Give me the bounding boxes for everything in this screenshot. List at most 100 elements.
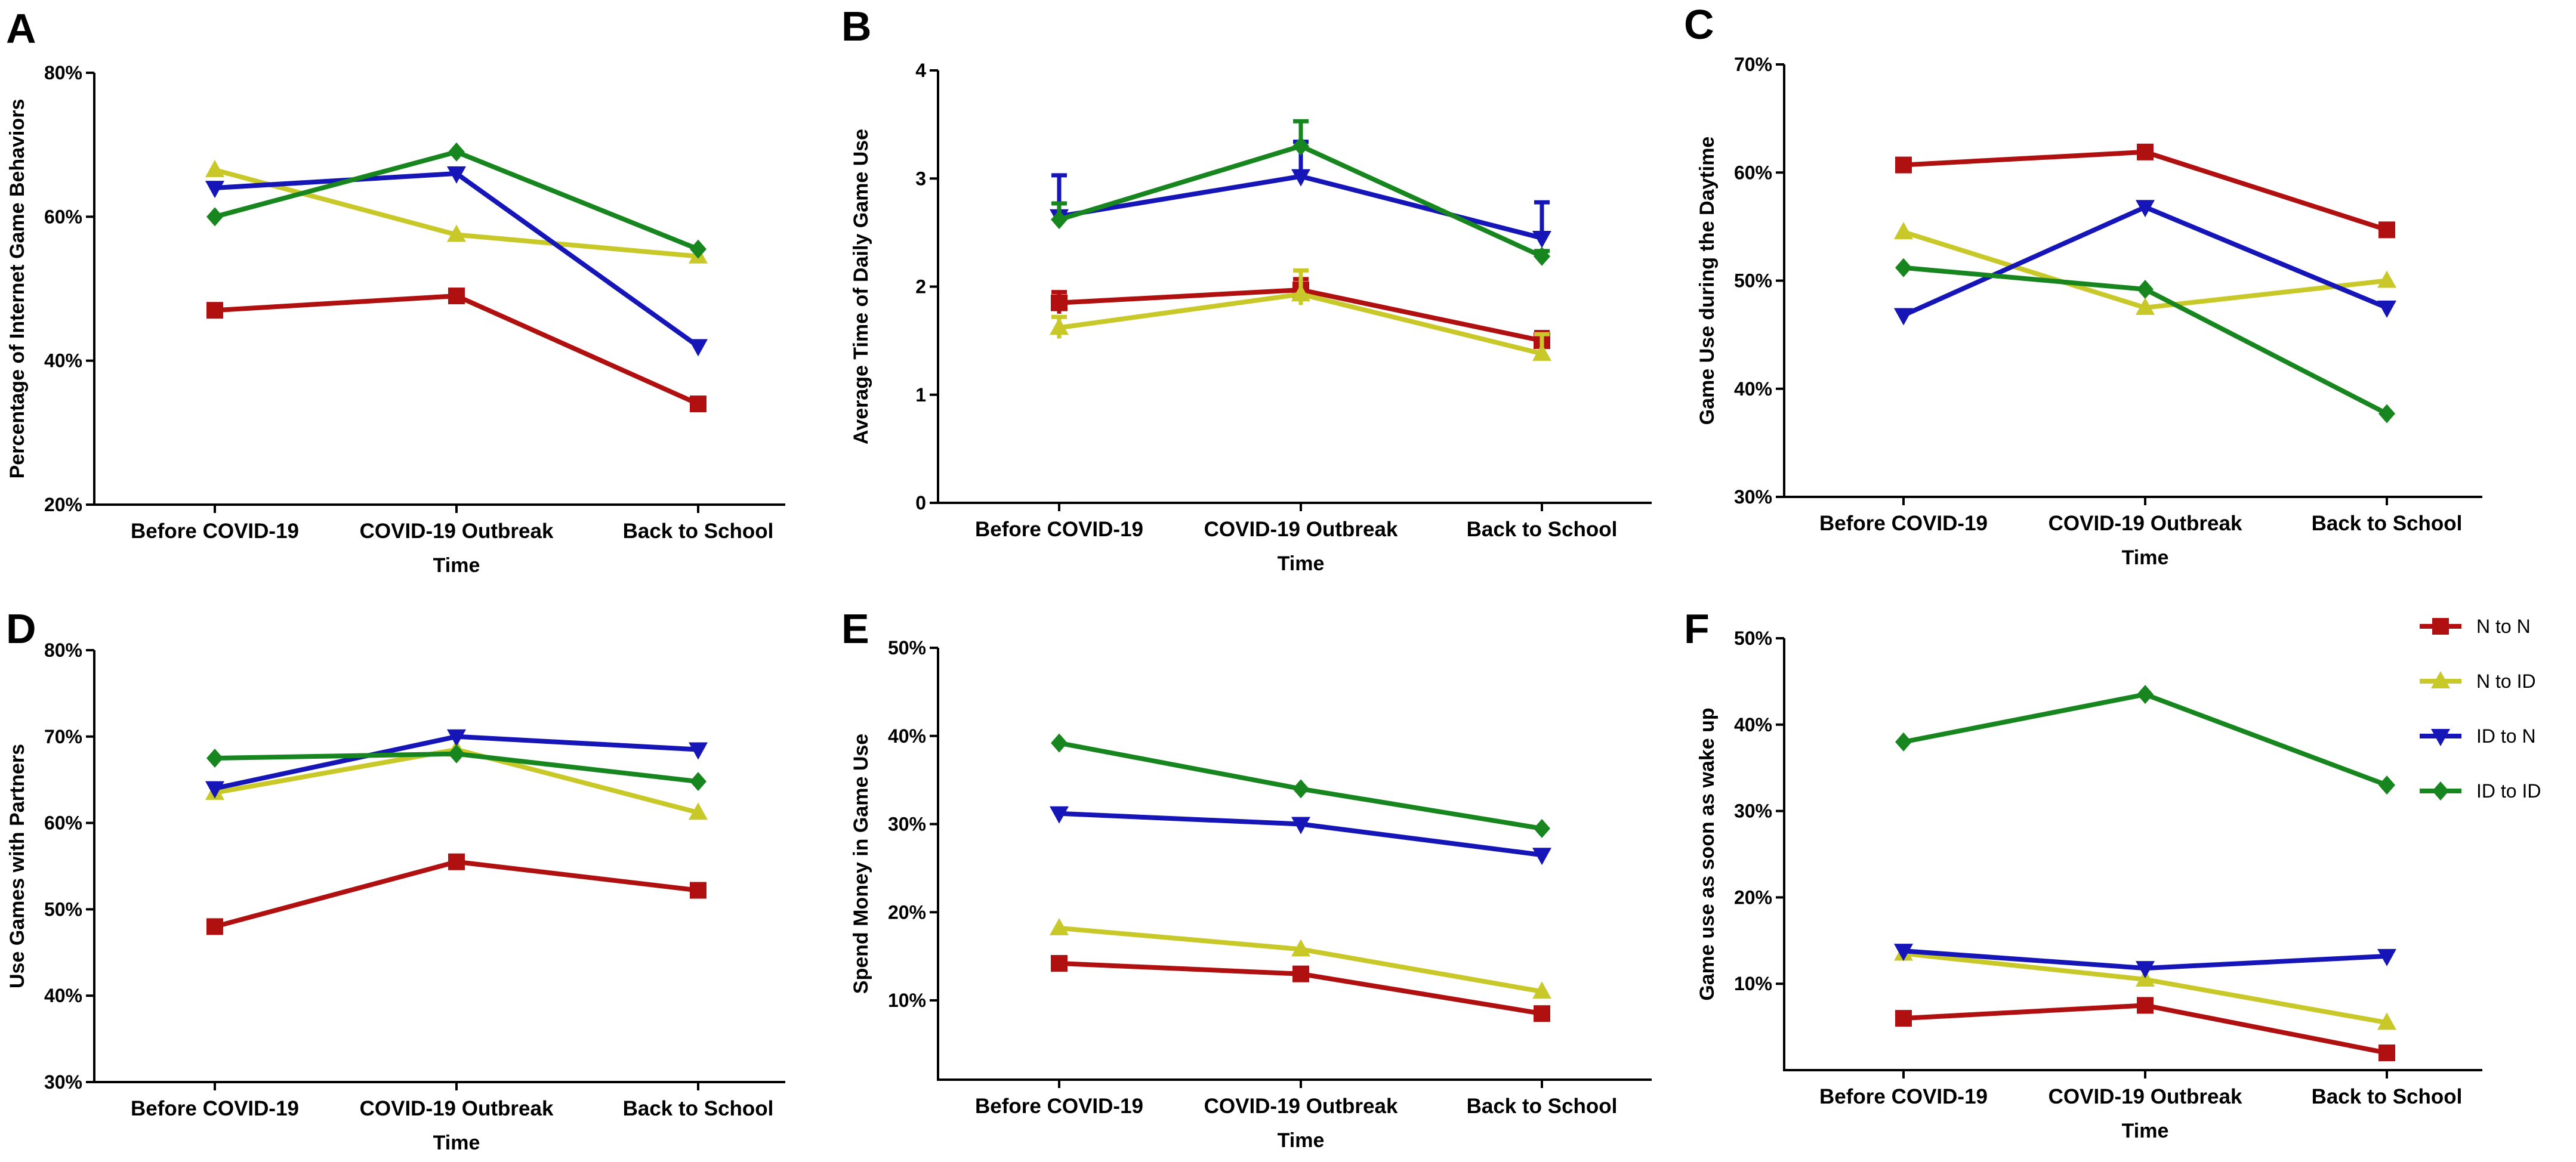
data-point <box>447 729 466 747</box>
legend-label: N to ID <box>2476 670 2536 692</box>
series-line <box>1903 149 2388 233</box>
panel-e-y-axis-title: Spend Money in Game Use <box>850 734 872 994</box>
data-point <box>1291 284 1310 302</box>
panel-f-y-axis-title: Game use as soon as wake up <box>1696 707 1719 1000</box>
panel-e-series-id-to-id <box>1051 733 1550 838</box>
data-point <box>1291 939 1310 957</box>
data-point <box>205 159 224 177</box>
panel-d-y-tick-label: 40% <box>44 985 82 1006</box>
panel-e-y-tick-label: 30% <box>888 814 926 835</box>
panel-e-x-tick-label: Back to School <box>1467 1095 1618 1118</box>
panel-c: C 30% 40% 50% 60% 70% Before COVID-19 COVID-19 … <box>1684 1 2482 569</box>
data-point <box>689 802 708 820</box>
legend-marker <box>2432 618 2449 635</box>
panel-f-x-tick-label: COVID-19 Outbreak <box>2049 1085 2242 1108</box>
panel-e-x-tick-label: Before COVID-19 <box>975 1095 1143 1118</box>
series-line <box>214 859 699 929</box>
panel-c-y-tick-label: 70% <box>1734 54 1772 75</box>
data-point <box>206 207 223 227</box>
panel-c-series-n-to-n <box>1895 143 2395 239</box>
panel-d-letter: D <box>6 605 36 652</box>
panel-d-series-id-to-n <box>205 729 708 799</box>
panel-c-x-axis-title: Time <box>2122 546 2169 569</box>
panel-f-y-tick-label: 30% <box>1734 801 1772 822</box>
data-point <box>1050 317 1069 335</box>
panel-d-x-tick-label: Back to School <box>623 1097 774 1120</box>
data-point <box>1532 848 1551 866</box>
legend-label: N to N <box>2476 616 2531 637</box>
panel-d-x-tick-label: COVID-19 Outbreak <box>360 1097 554 1120</box>
panel-c-x-tick-label: COVID-19 Outbreak <box>2049 512 2242 535</box>
series-line <box>214 293 699 406</box>
panel-a-x-tick-label: Before COVID-19 <box>131 520 299 543</box>
legend: N to N N to ID ID to N ID to ID <box>2420 616 2541 802</box>
panel-c-x-tick-label: Back to School <box>2312 512 2463 535</box>
panel-b-y-tick-label: 4 <box>915 60 926 81</box>
data-point <box>2377 948 2396 966</box>
panel-f-y-tick-label: 40% <box>1734 714 1772 735</box>
panel-c-y-tick-label: 40% <box>1734 378 1772 400</box>
panel-b: B 0 1 2 3 4 Before COVID-19 COVID-19 Outbreak Ba… <box>841 3 1652 575</box>
data-point <box>2137 280 2154 299</box>
panel-e-letter: E <box>841 605 869 652</box>
panel-b-y-tick-label: 2 <box>915 276 926 298</box>
data-point <box>2378 221 2395 239</box>
legend-item-n-to-n: N to N <box>2420 616 2531 637</box>
panel-f-series-id-to-n <box>1894 944 2396 979</box>
panel-f-x-axis-title: Time <box>2122 1120 2169 1142</box>
panel-a-series-id-to-n <box>205 166 708 357</box>
data-point <box>1534 818 1550 838</box>
data-point <box>448 288 465 305</box>
legend-marker <box>2431 729 2450 746</box>
panel-f-x-tick-label: Before COVID-19 <box>1819 1085 1988 1108</box>
data-point <box>1894 944 1913 962</box>
panel-f-y-tick-label: 10% <box>1734 973 1772 994</box>
panel-d-y-tick-label: 70% <box>44 726 82 747</box>
panel-d-series-n-to-n <box>206 853 707 935</box>
panel-e-y-tick-label: 40% <box>888 725 926 747</box>
panel-a-x-tick-label: Back to School <box>623 520 774 543</box>
data-point <box>690 882 707 899</box>
panel-b-y-axis-title: Average Time of Daily Game Use <box>850 129 872 444</box>
data-point <box>447 224 466 242</box>
panel-e-y-tick-label: 10% <box>888 990 926 1011</box>
panel-d-y-tick-label: 50% <box>44 898 82 920</box>
legend-item-id-to-id: ID to ID <box>2420 780 2541 802</box>
data-point <box>2377 300 2396 318</box>
panel-d-x-axis-title: Time <box>433 1132 480 1154</box>
panel-b-y-tick-label: 1 <box>915 384 926 406</box>
panel-d-series-id-to-id <box>206 744 707 792</box>
data-point <box>1291 169 1310 187</box>
data-point <box>689 339 708 357</box>
panel-d: D 30% 40% 50% 60% 70% 80% Before COVID-19 COVID-… <box>6 605 785 1154</box>
data-point <box>1532 981 1551 999</box>
panel-c-x-tick-label: Before COVID-19 <box>1819 512 1988 535</box>
panel-f-y-tick-label: 20% <box>1734 886 1772 908</box>
panel-d-y-tick-label: 30% <box>44 1071 82 1093</box>
data-point <box>2137 685 2154 704</box>
data-point <box>690 239 707 259</box>
panel-e-x-tick-label: COVID-19 Outbreak <box>1204 1095 1398 1118</box>
series-line <box>1903 692 2388 787</box>
data-point <box>206 918 223 935</box>
data-point <box>2378 1044 2395 1062</box>
legend-label: ID to ID <box>2476 780 2541 802</box>
panel-c-series-id-to-id <box>1895 258 2395 424</box>
panel-c-series-n-to-id <box>1894 221 2396 315</box>
panel-f: F 10% 20% 30% 40% 50% Before COVID-19 COVID-19 … <box>1684 605 2482 1142</box>
data-point <box>1532 343 1551 361</box>
data-point <box>1894 221 1913 239</box>
panel-a-y-axis-title: Percentage of Internet Game Behaviors <box>6 99 29 479</box>
panel-b-x-tick-label: Before COVID-19 <box>975 518 1143 541</box>
panel-e-y-tick-label: 20% <box>888 901 926 923</box>
panel-b-x-axis-title: Time <box>1278 552 1325 575</box>
panel-e-series-n-to-id <box>1050 917 1551 999</box>
data-point <box>2137 997 2154 1014</box>
panel-a-x-tick-label: COVID-19 Outbreak <box>360 520 554 543</box>
panel-a-x-axis-title: Time <box>433 554 480 577</box>
data-point <box>2377 1012 2396 1030</box>
panel-c-y-tick-label: 60% <box>1734 162 1772 183</box>
panel-d-x-tick-label: Before COVID-19 <box>131 1097 299 1120</box>
panel-c-letter: C <box>1684 1 1714 48</box>
